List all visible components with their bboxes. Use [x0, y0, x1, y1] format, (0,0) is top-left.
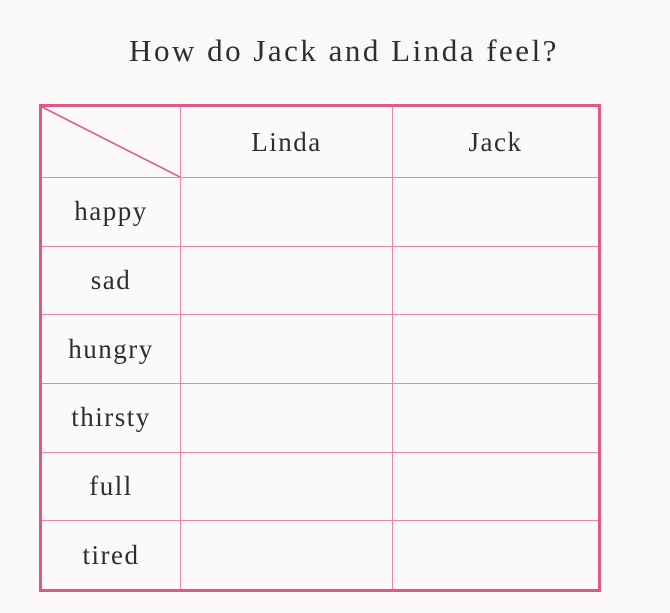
answer-cell-linda-thirsty[interactable] — [180, 382, 392, 452]
answer-cell-linda-hungry[interactable] — [180, 314, 392, 383]
corner-cell — [42, 107, 180, 177]
answer-cell-jack-tired[interactable] — [392, 520, 598, 589]
page-title: How do Jack and Linda feel? — [129, 33, 559, 68]
row-header-thirsty: thirsty — [42, 382, 180, 452]
answer-cell-jack-full[interactable] — [392, 451, 598, 521]
answer-cell-jack-sad[interactable] — [392, 245, 598, 315]
answer-cell-linda-full[interactable] — [180, 451, 392, 521]
answer-cell-linda-sad[interactable] — [180, 245, 392, 315]
row-header-sad: sad — [42, 245, 180, 315]
answer-cell-linda-happy[interactable] — [180, 177, 392, 246]
answer-cell-linda-tired[interactable] — [180, 520, 392, 589]
column-header-jack: Jack — [392, 107, 598, 177]
answer-cell-jack-thirsty[interactable] — [392, 382, 598, 452]
row-header-happy: happy — [42, 177, 180, 246]
row-header-full: full — [42, 451, 180, 521]
diagonal-line-icon — [42, 107, 180, 177]
feelings-table: Linda Jack happy sad hungry thirsty full… — [39, 104, 601, 592]
column-header-linda: Linda — [180, 107, 392, 177]
answer-cell-jack-happy[interactable] — [392, 177, 598, 246]
row-header-tired: tired — [42, 520, 180, 589]
row-header-hungry: hungry — [42, 314, 180, 383]
answer-cell-jack-hungry[interactable] — [392, 314, 598, 383]
